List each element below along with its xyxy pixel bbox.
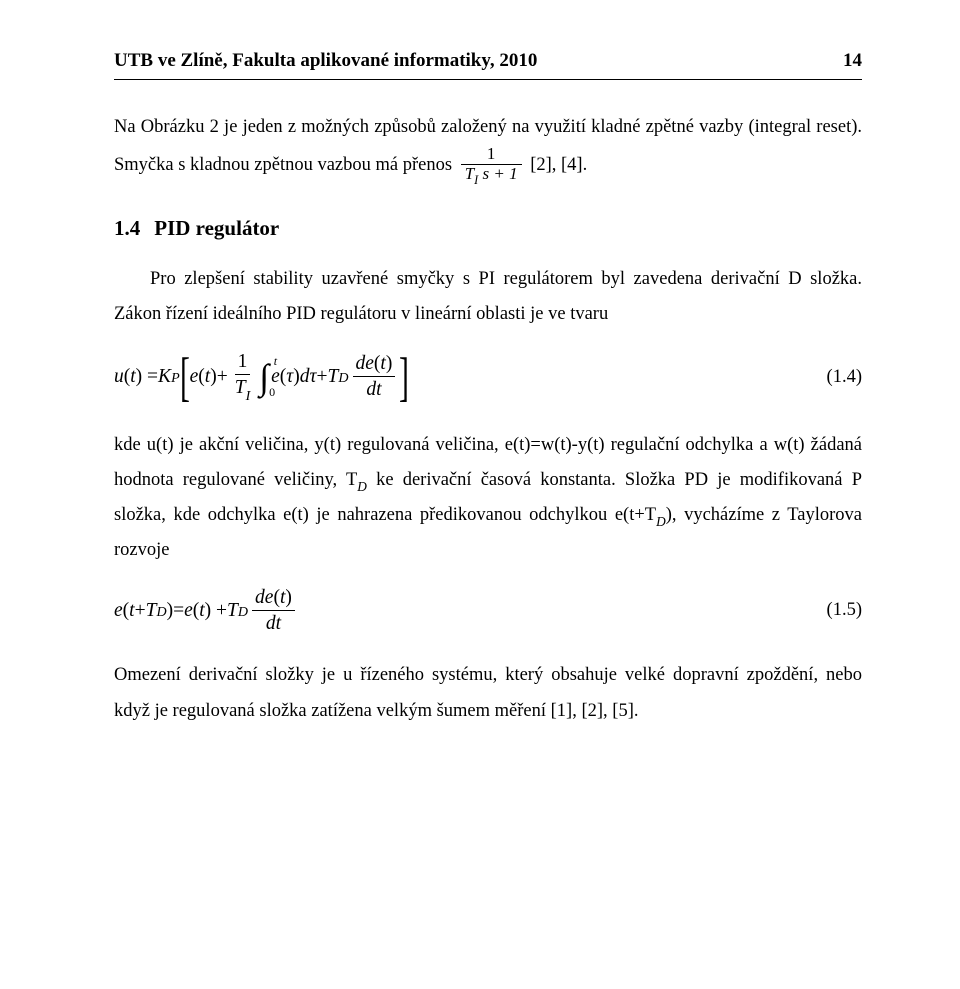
paragraph-1: Na Obrázku 2 je jeden z možných způsobů … xyxy=(114,110,862,187)
para1-tail: [2], [4]. xyxy=(530,155,587,175)
eq2-rp3: ) xyxy=(285,587,292,608)
section-number: 1.4 xyxy=(114,216,140,240)
eq1-K: K xyxy=(158,367,171,387)
eq1-dtau: dτ xyxy=(300,367,317,387)
eq1-TI: TI xyxy=(232,375,254,402)
page: UTB ve Zlíně, Fakulta aplikované informa… xyxy=(0,0,960,989)
eq1-plus1: + xyxy=(217,367,228,387)
eq1-TI-T: T xyxy=(235,377,246,398)
eq2-e2: e xyxy=(184,601,193,621)
eq1-P: P xyxy=(171,371,180,385)
eq1-e1: e xyxy=(190,367,199,387)
eq1-one: 1 xyxy=(235,351,251,375)
eq1-int-top: t xyxy=(274,357,277,367)
eq2-rp2: ) + xyxy=(205,601,227,621)
eq1-tau: τ xyxy=(286,367,293,387)
eq2-frac-dedt: de(t) dt xyxy=(252,587,295,635)
equation-2-label: (1.5) xyxy=(827,601,862,620)
eq1-open-bracket: [ xyxy=(180,350,190,404)
eq1-int-bot: 0 xyxy=(269,388,275,398)
frac-den-rest: s + 1 xyxy=(478,164,517,183)
eq1-de: de(t) xyxy=(353,353,396,377)
eq1-close-bracket: ] xyxy=(399,350,409,404)
fraction-transfer: 1 TI s + 1 xyxy=(461,145,522,187)
frac-denominator: TI s + 1 xyxy=(461,165,522,187)
paragraph-2: Pro zlepšení stability uzavřené smyčky s… xyxy=(114,262,862,332)
eq1-TI-I: I xyxy=(246,388,251,404)
frac-den-T: T xyxy=(465,164,474,183)
paragraph-3: kde u(t) je akční veličina, y(t) regulov… xyxy=(114,428,862,569)
eq2-T2: T xyxy=(227,601,238,621)
section-title: PID regulátor xyxy=(154,216,279,240)
eq2-D2: D xyxy=(238,605,248,619)
eq1-rp3: ) xyxy=(386,353,393,374)
paragraph-4: Omezení derivační složky je u řízeného s… xyxy=(114,658,862,728)
equation-1: u(t) = KP [ e(t) + 1 TI ∫ t 0 e(τ)dτ + T… xyxy=(114,350,409,404)
eq1-plus2: + xyxy=(317,367,328,387)
equation-2: e(t + TD) = e(t) + TD de(t) dt xyxy=(114,587,299,635)
para3-sub1: D xyxy=(357,479,367,494)
integral-icon: ∫ t 0 xyxy=(259,363,269,392)
eq2-de-txt: de xyxy=(255,587,273,608)
equation-2-row: e(t + TD) = e(t) + TD de(t) dt (1.5) xyxy=(114,587,862,635)
section-heading: 1.4 PID regulátor xyxy=(114,216,862,241)
frac-den-sub: I xyxy=(474,173,478,187)
eq1-dt: dt xyxy=(363,377,384,400)
eq2-dt: dt xyxy=(263,611,284,634)
equation-1-label: (1.4) xyxy=(827,368,862,387)
eq2-T1: T xyxy=(146,601,157,621)
eq1-frac-dedt: de(t) dt xyxy=(353,353,396,401)
eq2-D1: D xyxy=(156,605,166,619)
page-number: 14 xyxy=(843,50,862,73)
eq2-de: de(t) xyxy=(252,587,295,611)
eq1-TD-T: T xyxy=(328,367,339,387)
eq1-de-txt: de xyxy=(356,353,374,374)
eq1-eq: ) = xyxy=(136,367,158,387)
eq2-eq: = xyxy=(173,601,184,621)
eq1-e2: e xyxy=(271,367,280,387)
page-header: UTB ve Zlíně, Fakulta aplikované informa… xyxy=(114,50,862,80)
eq2-e1: e xyxy=(114,601,123,621)
eq1-TD-D: D xyxy=(338,371,348,385)
header-title: UTB ve Zlíně, Fakulta aplikované informa… xyxy=(114,50,537,73)
equation-1-row: u(t) = KP [ e(t) + 1 TI ∫ t 0 e(τ)dτ + T… xyxy=(114,350,862,404)
frac-numerator: 1 xyxy=(461,145,522,165)
eq2-plus1: + xyxy=(135,601,146,621)
eq1-frac-1TI: 1 TI xyxy=(232,351,254,403)
para3-sub2: D xyxy=(656,514,666,529)
eq1-u: u xyxy=(114,367,124,387)
